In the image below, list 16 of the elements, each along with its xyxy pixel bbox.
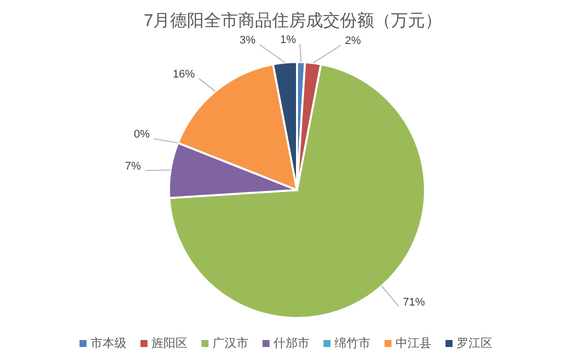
pie-slice <box>168 63 426 319</box>
legend-label: 中江县 <box>396 336 432 350</box>
data-label: 1% <box>280 34 296 46</box>
legend-label: 旌阳区 <box>152 336 188 350</box>
legend-label: 绵竹市 <box>334 336 370 350</box>
legend-label: 市本级 <box>90 336 126 350</box>
data-label: 16% <box>172 68 196 80</box>
data-label: 71% <box>402 296 426 308</box>
legend-label: 广汉市 <box>212 336 248 350</box>
legend-label: 罗江区 <box>456 336 492 350</box>
legend-label: 什邡市 <box>272 336 310 350</box>
data-label: 2% <box>345 35 362 48</box>
data-label: 7% <box>124 160 142 172</box>
text: 0% <box>134 128 150 141</box>
chart-title: 7月德阳全市商品住房成交份额（万元） <box>144 11 442 30</box>
data-label: 3% <box>240 34 256 47</box>
